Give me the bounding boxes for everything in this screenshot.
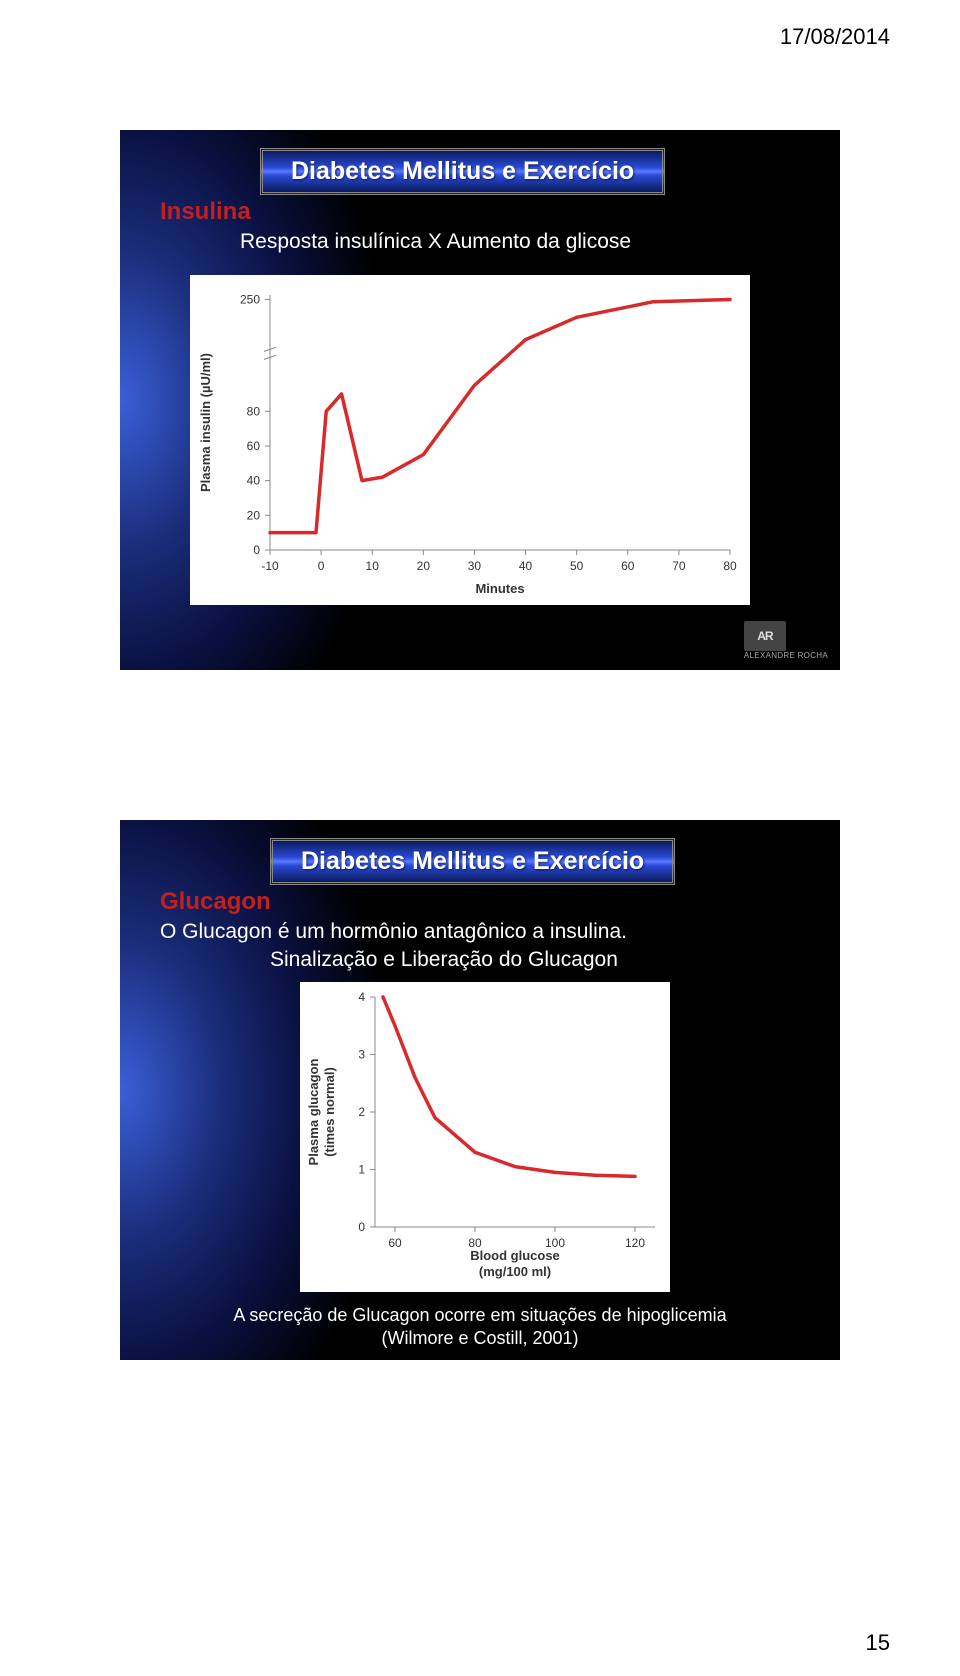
slide-1-section: Insulina — [160, 198, 251, 226]
svg-text:60: 60 — [388, 1236, 402, 1250]
slide-1-body: Resposta insulínica X Aumento da glicose — [240, 230, 631, 254]
slide-1: Diabetes Mellitus e Exercício Insulina R… — [120, 130, 840, 670]
header-date: 17/08/2014 — [780, 24, 890, 50]
svg-text:Plasma glucagon: Plasma glucagon — [306, 1058, 321, 1165]
slide-1-logo: AR ALEXANDRE ROCHA — [744, 621, 828, 660]
svg-text:40: 40 — [519, 559, 533, 573]
slide-2-title: Diabetes Mellitus e Exercício — [270, 838, 675, 885]
svg-text:250: 250 — [240, 292, 260, 306]
svg-text:40: 40 — [247, 474, 261, 488]
svg-text:3: 3 — [358, 1048, 365, 1062]
slide-1-chart: 020406080250-1001020304050607080MinutesP… — [190, 275, 750, 605]
slide-2-caption-2: (Wilmore e Costill, 2001) — [120, 1328, 840, 1349]
logo-name: ALEXANDRE ROCHA — [744, 651, 828, 660]
svg-text:60: 60 — [621, 559, 635, 573]
slide-2-body: O Glucagon é um hormônio antagônico a in… — [160, 920, 627, 944]
svg-text:-10: -10 — [261, 559, 279, 573]
logo-badge: AR — [744, 621, 786, 651]
svg-text:80: 80 — [247, 404, 261, 418]
svg-text:120: 120 — [625, 1236, 645, 1250]
svg-text:0: 0 — [358, 1220, 365, 1234]
slide-2-subhead: Sinalização e Liberação do Glucagon — [270, 948, 618, 972]
svg-text:(times normal): (times normal) — [322, 1067, 337, 1157]
svg-text:4: 4 — [358, 990, 365, 1004]
svg-text:80: 80 — [723, 559, 737, 573]
svg-text:2: 2 — [358, 1105, 365, 1119]
footer-page: 15 — [866, 1630, 890, 1656]
slide-2: Diabetes Mellitus e Exercício Glucagon O… — [120, 820, 840, 1360]
svg-text:0: 0 — [253, 543, 260, 557]
slide-2-chart: 012346080100120Blood glucose(mg/100 ml)P… — [300, 982, 670, 1292]
svg-text:Blood glucose: Blood glucose — [470, 1248, 560, 1263]
glucagon-chart-svg: 012346080100120Blood glucose(mg/100 ml)P… — [300, 982, 670, 1292]
slide-2-caption-1: A secreção de Glucagon ocorre em situaçõ… — [120, 1305, 840, 1326]
svg-text:70: 70 — [672, 559, 686, 573]
svg-text:10: 10 — [366, 559, 380, 573]
svg-text:50: 50 — [570, 559, 584, 573]
svg-text:20: 20 — [247, 508, 261, 522]
svg-text:0: 0 — [318, 559, 325, 573]
slide-1-title: Diabetes Mellitus e Exercício — [260, 148, 665, 195]
svg-text:60: 60 — [247, 439, 261, 453]
svg-text:20: 20 — [417, 559, 431, 573]
svg-text:Plasma insulin (µU/ml): Plasma insulin (µU/ml) — [198, 353, 213, 492]
slide-2-section: Glucagon — [160, 888, 271, 916]
svg-text:Minutes: Minutes — [475, 581, 524, 596]
svg-text:30: 30 — [468, 559, 482, 573]
svg-text:(mg/100 ml): (mg/100 ml) — [479, 1264, 551, 1279]
svg-text:1: 1 — [358, 1163, 365, 1177]
insulin-chart-svg: 020406080250-1001020304050607080MinutesP… — [190, 275, 750, 605]
